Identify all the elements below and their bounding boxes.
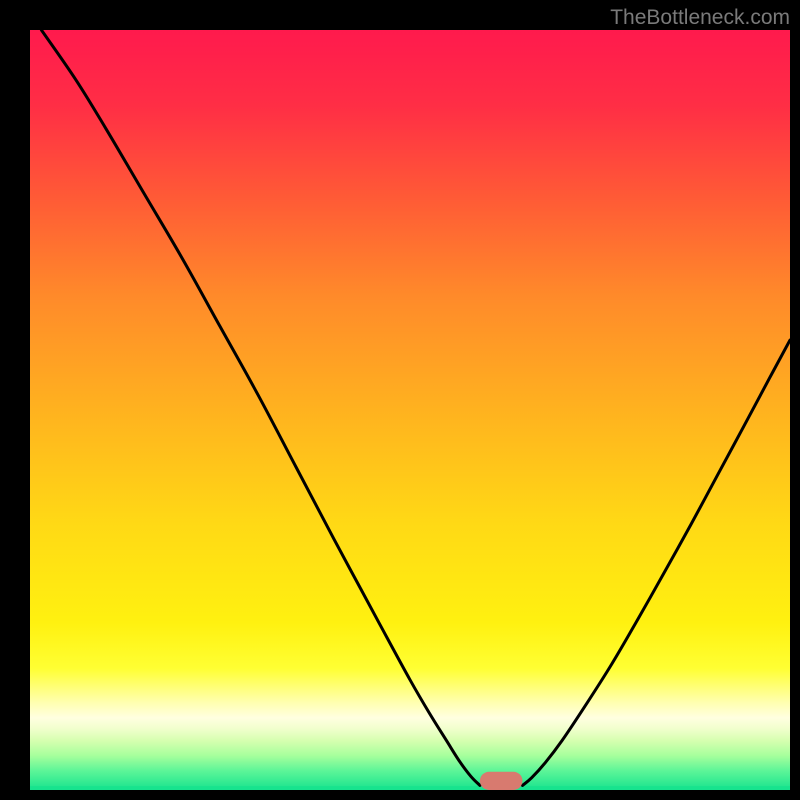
- minimum-marker: [480, 772, 523, 790]
- plot-svg: [30, 30, 790, 790]
- watermark-text: TheBottleneck.com: [610, 6, 790, 30]
- bottom-green-band: [30, 786, 790, 790]
- gradient-background: [30, 30, 790, 790]
- chart-stage: TheBottleneck.com: [0, 0, 800, 800]
- plot-area: [30, 30, 790, 790]
